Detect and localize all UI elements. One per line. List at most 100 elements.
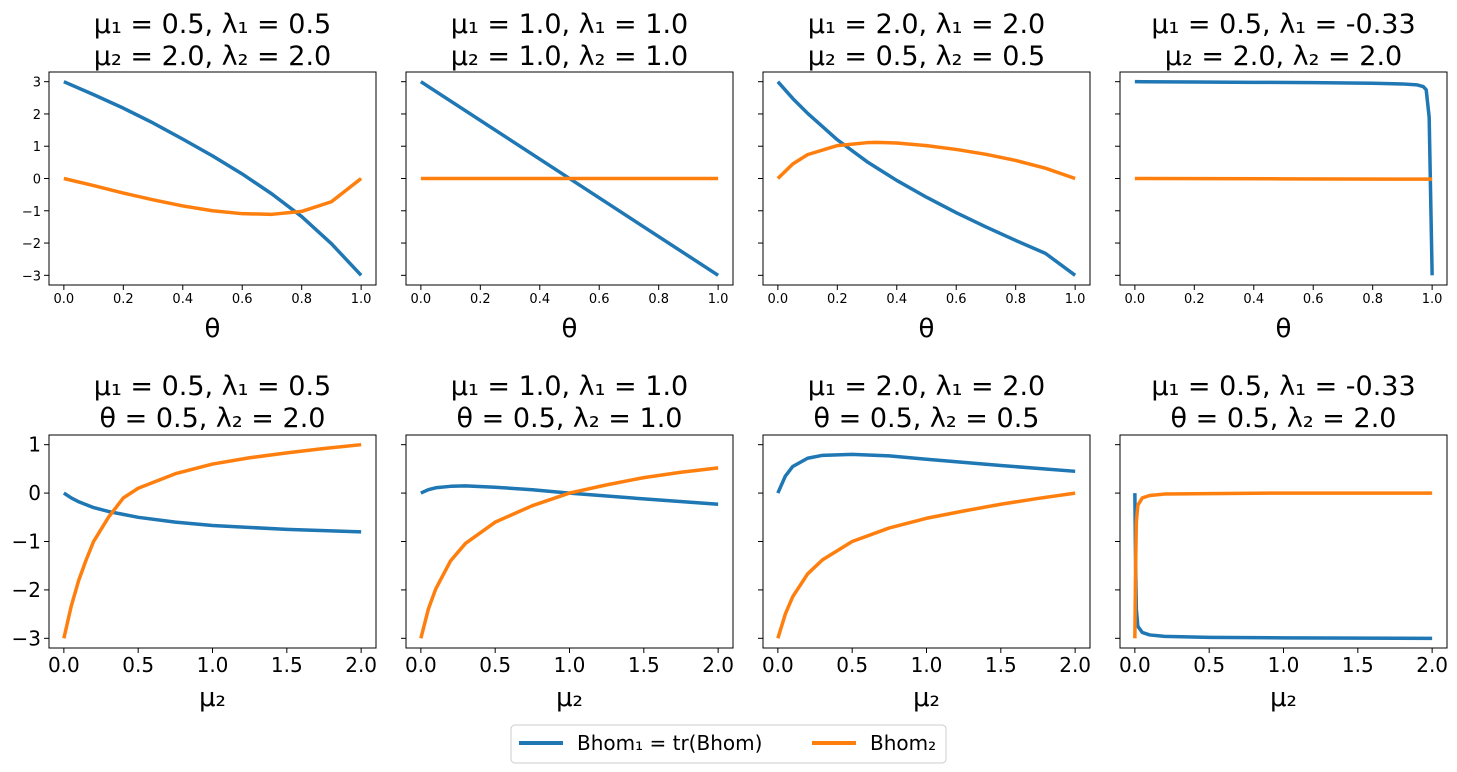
x-tick-label: 0.5 bbox=[1193, 653, 1225, 677]
series-line-2 bbox=[1133, 491, 1433, 639]
x-tick-label: 0.0 bbox=[405, 653, 437, 677]
x-tick-label: 0.2 bbox=[113, 292, 134, 307]
x-tick-label: 0.6 bbox=[589, 292, 610, 307]
subplot-1: μ₁ = 0.5, λ₁ = 0.5μ₂ = 2.0, λ₂ = 2.0 0.0 0… bbox=[22, 9, 377, 344]
x-tick-label: 0.8 bbox=[648, 292, 669, 307]
y-tick-label: 3 bbox=[33, 76, 41, 91]
x-tick-label: 1.0 bbox=[1065, 292, 1086, 307]
y-tick-label: 1 bbox=[28, 433, 41, 457]
x-tick-label: 0.0 bbox=[768, 292, 789, 307]
subplot-title-line2: μ₂ = 2.0, λ₂ = 2.0 bbox=[94, 41, 331, 72]
subplot-title-line2: θ = 0.5, λ₂ = 1.0 bbox=[457, 403, 683, 434]
x-tick-label: 2.0 bbox=[1416, 653, 1448, 677]
x-tick-label: 0.6 bbox=[946, 292, 967, 307]
legend-label-2: Bhom₂ bbox=[870, 731, 936, 755]
x-tick-label: 1.0 bbox=[554, 653, 586, 677]
y-tick-label: −1 bbox=[12, 530, 41, 554]
x-axis-label: θ bbox=[919, 314, 935, 344]
axes-frame bbox=[48, 71, 377, 286]
x-axis-label: θ bbox=[562, 314, 578, 344]
x-tick-label: 0.4 bbox=[886, 292, 907, 307]
series-line-2 bbox=[63, 176, 363, 217]
axes-frame bbox=[48, 434, 377, 649]
x-tick-label: 0.4 bbox=[172, 292, 193, 307]
subplot-title-line1: μ₁ = 2.0, λ₁ = 2.0 bbox=[808, 371, 1045, 402]
x-tick-label: 0.8 bbox=[1362, 292, 1383, 307]
x-tick-label: 0.0 bbox=[1119, 653, 1151, 677]
series-line-2 bbox=[62, 442, 362, 639]
x-tick-label: 0.5 bbox=[122, 653, 154, 677]
x-tick-label: 0.0 bbox=[411, 292, 432, 307]
series-line-2 bbox=[776, 491, 1076, 639]
y-tick-label: 0 bbox=[28, 481, 41, 505]
legend-frame bbox=[510, 724, 947, 764]
subplot-title-line1: μ₁ = 2.0, λ₁ = 2.0 bbox=[808, 9, 1045, 40]
x-tick-label: 0.6 bbox=[232, 292, 253, 307]
x-tick-label: 2.0 bbox=[702, 653, 734, 677]
x-tick-label: 0.8 bbox=[1005, 292, 1026, 307]
x-tick-label: 0.0 bbox=[54, 292, 75, 307]
x-tick-label: 0.2 bbox=[470, 292, 491, 307]
series-line-1 bbox=[63, 80, 363, 277]
y-tick-label: −2 bbox=[22, 237, 41, 252]
subplot-grid: μ₁ = 0.5, λ₁ = 0.5μ₂ = 2.0, λ₂ = 2.00.0 0… bbox=[12, 9, 1449, 713]
subplot-title-line1: μ₁ = 0.5, λ₁ = 0.5 bbox=[94, 9, 331, 40]
x-tick-label: 0.4 bbox=[529, 292, 550, 307]
series-line-1 bbox=[776, 80, 1077, 277]
y-tick-label: 1 bbox=[33, 140, 41, 155]
y-tick-label: 0 bbox=[33, 173, 41, 188]
y-tick-label: −1 bbox=[22, 205, 41, 220]
subplot-2: μ₁ = 1.0, λ₁ = 1.0μ₂ = 1.0, λ₂ = 1.0 0.0 0… bbox=[401, 9, 734, 344]
x-axis-label: θ bbox=[1276, 314, 1292, 344]
subplot-title-line1: μ₁ = 0.5, λ₁ = -0.33 bbox=[1151, 9, 1415, 40]
x-axis-label: μ₂ bbox=[556, 683, 583, 713]
x-axis-label: μ₂ bbox=[199, 683, 226, 713]
series-line-1 bbox=[420, 484, 719, 506]
series-line-1 bbox=[1133, 493, 1433, 641]
axes-frame bbox=[405, 434, 734, 649]
x-tick-label: 0.0 bbox=[1125, 292, 1146, 307]
subplot-title-line1: μ₁ = 0.5, λ₁ = 0.5 bbox=[94, 371, 331, 402]
series-line-1 bbox=[776, 452, 1076, 494]
series-line-1 bbox=[62, 491, 362, 534]
x-tick-label: 0.5 bbox=[479, 653, 511, 677]
x-tick-label: 0.8 bbox=[291, 292, 312, 307]
subplot-8: μ₁ = 0.5, λ₁ = -0.33θ = 0.5, λ₂ = 2.0 0.0… bbox=[1115, 371, 1448, 713]
subplot-title-line2: θ = 0.5, λ₂ = 2.0 bbox=[100, 403, 326, 434]
x-tick-label: 0.0 bbox=[48, 653, 80, 677]
axes-frame bbox=[1119, 434, 1448, 649]
subplot-title-line1: μ₁ = 1.0, λ₁ = 1.0 bbox=[451, 9, 688, 40]
x-tick-label: 2.0 bbox=[1059, 653, 1091, 677]
subplot-6: μ₁ = 1.0, λ₁ = 1.0θ = 0.5, λ₂ = 1.0 0.0 0.… bbox=[401, 371, 734, 713]
subplot-title-line2: μ₂ = 0.5, λ₂ = 0.5 bbox=[808, 41, 1045, 72]
x-tick-label: 0.0 bbox=[762, 653, 794, 677]
x-tick-label: 1.0 bbox=[351, 292, 372, 307]
subplot-title-line2: θ = 0.5, λ₂ = 2.0 bbox=[1171, 403, 1397, 434]
x-tick-label: 0.4 bbox=[1243, 292, 1264, 307]
x-tick-label: 1.5 bbox=[628, 653, 660, 677]
y-tick-label: −2 bbox=[12, 578, 41, 602]
x-tick-label: 1.0 bbox=[197, 653, 229, 677]
y-tick-label: −3 bbox=[12, 626, 41, 650]
subplot-title-line2: μ₂ = 1.0, λ₂ = 1.0 bbox=[451, 41, 688, 72]
x-tick-label: 1.5 bbox=[985, 653, 1017, 677]
x-tick-label: 1.0 bbox=[1422, 292, 1443, 307]
series-line-2 bbox=[1134, 176, 1433, 181]
x-tick-label: 0.5 bbox=[836, 653, 868, 677]
legend-label-1: Bhom₁ = tr(Bhom) bbox=[577, 731, 762, 755]
subplot-title-line2: θ = 0.5, λ₂ = 0.5 bbox=[814, 403, 1040, 434]
x-tick-label: 1.5 bbox=[271, 653, 303, 677]
x-tick-label: 0.6 bbox=[1303, 292, 1324, 307]
y-tick-label: −3 bbox=[22, 269, 41, 284]
subplot-5: μ₁ = 0.5, λ₁ = 0.5θ = 0.5, λ₂ = 2.0 0.0 0.… bbox=[12, 371, 378, 713]
legend: Bhom₁ = tr(Bhom) Bhom₂ bbox=[510, 724, 947, 764]
series-line-2 bbox=[419, 466, 719, 639]
x-tick-label: 0.2 bbox=[827, 292, 848, 307]
subplot-7: μ₁ = 2.0, λ₁ = 2.0θ = 0.5, λ₂ = 0.5 0.0 0.… bbox=[758, 371, 1091, 713]
x-tick-label: 2.0 bbox=[345, 653, 377, 677]
subplot-title-line1: μ₁ = 1.0, λ₁ = 1.0 bbox=[451, 371, 688, 402]
x-axis-label: θ bbox=[205, 314, 221, 344]
x-tick-label: 1.0 bbox=[911, 653, 943, 677]
